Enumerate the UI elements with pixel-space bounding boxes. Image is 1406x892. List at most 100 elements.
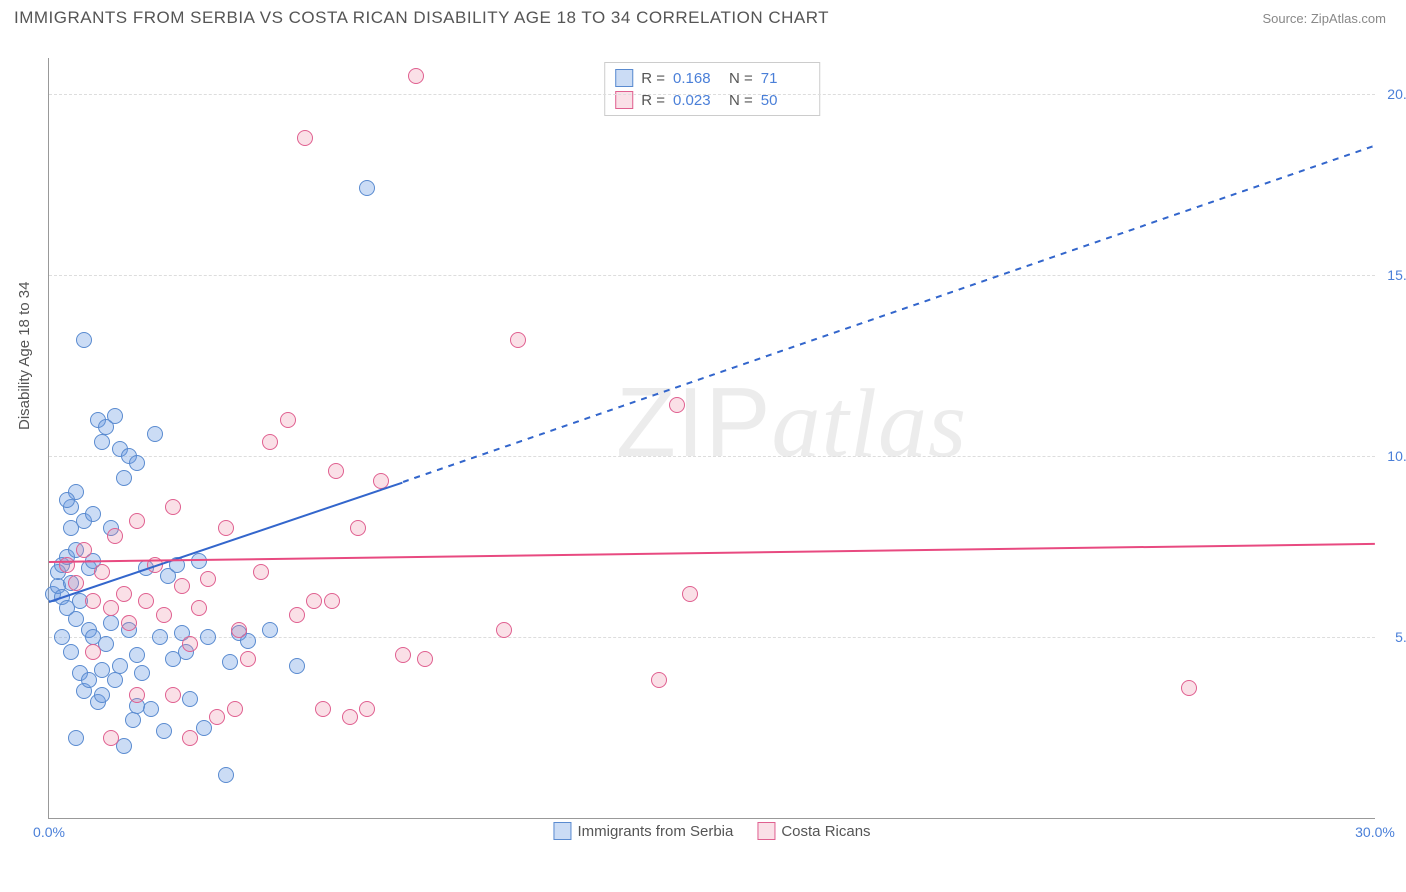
data-point — [191, 600, 207, 616]
data-point — [107, 528, 123, 544]
data-point — [59, 492, 75, 508]
data-point — [218, 767, 234, 783]
data-point — [129, 513, 145, 529]
data-point — [68, 730, 84, 746]
data-point — [262, 434, 278, 450]
data-point — [306, 593, 322, 609]
data-point — [107, 408, 123, 424]
data-point — [138, 593, 154, 609]
data-point — [510, 332, 526, 348]
watermark: ZIPatlas — [616, 366, 967, 480]
legend-series-item: Costa Ricans — [757, 822, 870, 840]
data-point — [227, 701, 243, 717]
data-point — [103, 600, 119, 616]
data-point — [165, 499, 181, 515]
data-point — [85, 593, 101, 609]
data-point — [297, 130, 313, 146]
data-point — [395, 647, 411, 663]
data-point — [359, 180, 375, 196]
r-label: R = — [641, 70, 665, 87]
legend-stat-row: R =0.023N =50 — [615, 89, 809, 111]
data-point — [182, 730, 198, 746]
data-point — [1181, 680, 1197, 696]
data-point — [359, 701, 375, 717]
data-point — [408, 68, 424, 84]
y-axis-label: Disability Age 18 to 34 — [16, 282, 33, 430]
legend-series-label: Immigrants from Serbia — [577, 823, 733, 840]
data-point — [129, 455, 145, 471]
gridline — [49, 275, 1375, 276]
gridline — [49, 456, 1375, 457]
data-point — [669, 397, 685, 413]
data-point — [156, 607, 172, 623]
data-point — [147, 426, 163, 442]
data-point — [209, 709, 225, 725]
data-point — [280, 412, 296, 428]
data-point — [240, 651, 256, 667]
legend-stat-row: R = 0.168 N = 71 — [615, 67, 809, 89]
data-point — [85, 644, 101, 660]
data-point — [107, 672, 123, 688]
data-point — [103, 615, 119, 631]
data-point — [152, 629, 168, 645]
data-point — [63, 644, 79, 660]
y-tick-label: 15.0% — [1387, 267, 1406, 283]
y-tick-label: 5.0% — [1395, 629, 1406, 645]
trend-line — [402, 145, 1375, 483]
data-point — [103, 730, 119, 746]
data-point — [116, 470, 132, 486]
data-point — [191, 553, 207, 569]
data-point — [328, 463, 344, 479]
trend-line — [49, 481, 403, 602]
x-tick-label: 30.0% — [1355, 824, 1395, 840]
source-attribution: Source: ZipAtlas.com — [1262, 11, 1386, 26]
data-point — [289, 658, 305, 674]
data-point — [125, 712, 141, 728]
n-label: N = — [729, 70, 753, 87]
legend-stats: R = 0.168 N = 71 R =0.023N =50 — [604, 62, 820, 116]
data-point — [129, 647, 145, 663]
data-point — [165, 687, 181, 703]
data-point — [182, 636, 198, 652]
data-point — [262, 622, 278, 638]
data-point — [76, 542, 92, 558]
data-point — [121, 615, 137, 631]
data-point — [253, 564, 269, 580]
data-point — [81, 672, 97, 688]
legend-series: Immigrants from Serbia Costa Ricans — [553, 822, 870, 840]
data-point — [682, 586, 698, 602]
legend-series-item: Immigrants from Serbia — [553, 822, 733, 840]
x-tick-label: 0.0% — [33, 824, 65, 840]
data-point — [196, 720, 212, 736]
scatter-chart: ZIPatlas R =0.168N =71R =0.023N =50 Immi… — [48, 58, 1375, 819]
data-point — [59, 557, 75, 573]
chart-header: IMMIGRANTS FROM SERBIA VS COSTA RICAN DI… — [0, 0, 1406, 32]
data-point — [342, 709, 358, 725]
data-point — [200, 571, 216, 587]
trend-line — [49, 543, 1375, 563]
data-point — [496, 622, 512, 638]
data-point — [231, 622, 247, 638]
r-value: 0.168 — [673, 70, 721, 87]
legend-swatch — [553, 822, 571, 840]
chart-title: IMMIGRANTS FROM SERBIA VS COSTA RICAN DI… — [14, 8, 829, 28]
y-tick-label: 20.0% — [1387, 86, 1406, 102]
data-point — [94, 434, 110, 450]
data-point — [417, 651, 433, 667]
y-tick-label: 10.0% — [1387, 448, 1406, 464]
data-point — [85, 506, 101, 522]
legend-swatch — [757, 822, 775, 840]
data-point — [324, 593, 340, 609]
data-point — [289, 607, 305, 623]
data-point — [182, 691, 198, 707]
data-point — [94, 687, 110, 703]
data-point — [218, 520, 234, 536]
data-point — [94, 564, 110, 580]
data-point — [129, 687, 145, 703]
data-point — [112, 658, 128, 674]
gridline — [49, 94, 1375, 95]
data-point — [350, 520, 366, 536]
data-point — [174, 578, 190, 594]
data-point — [76, 332, 92, 348]
n-value: 71 — [761, 70, 809, 87]
